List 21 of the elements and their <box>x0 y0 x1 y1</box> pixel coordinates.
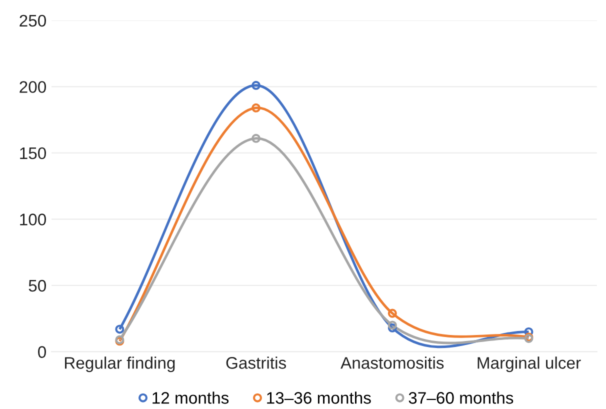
point <box>388 323 397 332</box>
x-tick-label: Anastomositis <box>340 356 444 369</box>
point <box>388 320 397 330</box>
point <box>388 308 397 318</box>
x-tick-label: Gastritis <box>226 356 286 369</box>
legend-label: 37–60 months <box>408 392 514 404</box>
legend-label: 13–36 months <box>267 392 371 404</box>
point <box>252 103 261 112</box>
x-tick-label: Regular finding <box>65 356 175 372</box>
y-tick-label: 200 <box>20 81 46 93</box>
legend-label: 12 months <box>152 392 229 404</box>
point <box>524 327 534 336</box>
y-tick-label: 150 <box>20 147 46 160</box>
y-tick-label: 0 <box>38 346 46 358</box>
x-tick-label: Marginal ulcer <box>478 356 581 372</box>
y-tick-label: 250 <box>20 14 46 27</box>
y-tick-label: 50 <box>28 280 46 292</box>
point <box>252 134 261 143</box>
point <box>115 324 124 334</box>
point <box>252 80 261 90</box>
y-tick-label: 100 <box>20 214 46 226</box>
